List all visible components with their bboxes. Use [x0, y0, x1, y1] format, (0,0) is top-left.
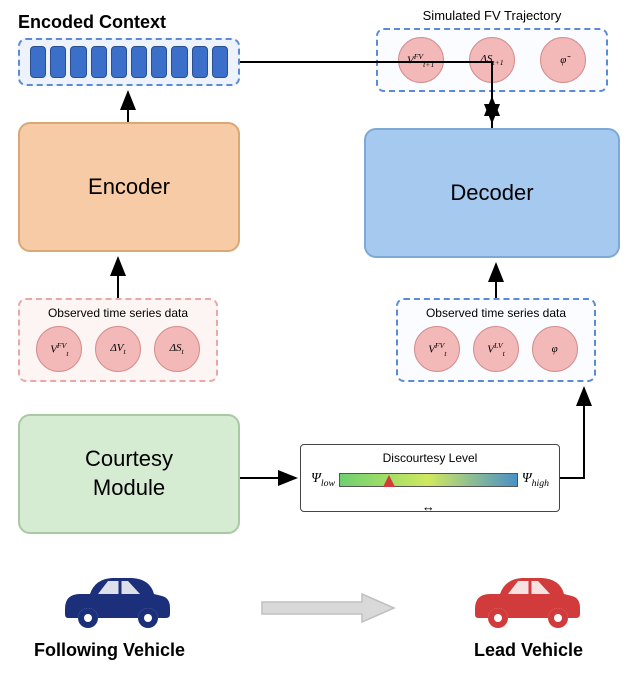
encoded-context-cell	[192, 46, 208, 78]
encoded-context-cell	[212, 46, 228, 78]
variable-circle: φ	[532, 326, 578, 372]
variable-circle: ΔSt+1	[469, 37, 515, 83]
discourtesy-box: Discourtesy Level Ψlow ↔ Ψhigh	[300, 444, 560, 512]
double-arrow-icon: ↔	[422, 499, 435, 514]
variable-circle: ΔVt	[95, 326, 141, 372]
big-arrow-icon	[258, 590, 398, 626]
courtesy-module-block: Courtesy Module	[18, 414, 240, 534]
encoded-context-cell	[30, 46, 46, 78]
lead-vehicle-label: Lead Vehicle	[474, 640, 583, 661]
encoded-context-box	[18, 38, 240, 86]
observed-left-box: Observed time series data VFVt ΔVt ΔSt	[18, 298, 218, 382]
encoded-context-cell	[151, 46, 167, 78]
psi-high: Ψhigh	[522, 471, 549, 489]
variable-circle: ΔSt	[154, 326, 200, 372]
encoded-context-cell	[131, 46, 147, 78]
decoder-block: Decoder	[364, 128, 620, 258]
observed-left-title: Observed time series data	[30, 306, 206, 320]
discourtesy-gradient-bar	[339, 473, 518, 487]
sim-fv-box: VFVt+1 ΔSt+1 φ̃	[376, 28, 608, 92]
encoder-block: Encoder	[18, 122, 240, 252]
lead-vehicle-icon	[460, 564, 590, 639]
encoded-context-title: Encoded Context	[18, 12, 166, 33]
variable-circle: VFVt+1	[398, 37, 444, 83]
psi-low: Ψlow	[311, 471, 335, 489]
encoded-context-cell	[111, 46, 127, 78]
variable-circle: VFVt	[414, 326, 460, 372]
encoded-context-cell	[171, 46, 187, 78]
decoder-label: Decoder	[450, 180, 533, 206]
observed-right-title: Observed time series data	[408, 306, 584, 320]
variable-circle: φ̃	[540, 37, 586, 83]
discourtesy-marker	[383, 487, 395, 499]
encoder-label: Encoder	[88, 174, 170, 200]
courtesy-label: Courtesy Module	[85, 445, 173, 502]
encoded-context-cell	[70, 46, 86, 78]
following-vehicle-label: Following Vehicle	[34, 640, 185, 661]
encoded-context-cell	[91, 46, 107, 78]
variable-circle: VFVt	[36, 326, 82, 372]
observed-right-box: Observed time series data VFVt VLVtφ	[396, 298, 596, 382]
encoded-context-cell	[50, 46, 66, 78]
variable-circle: VLVt	[473, 326, 519, 372]
discourtesy-title: Discourtesy Level	[311, 451, 549, 465]
following-vehicle-icon	[50, 564, 180, 639]
sim-fv-title: Simulated FV Trajectory	[376, 8, 608, 23]
